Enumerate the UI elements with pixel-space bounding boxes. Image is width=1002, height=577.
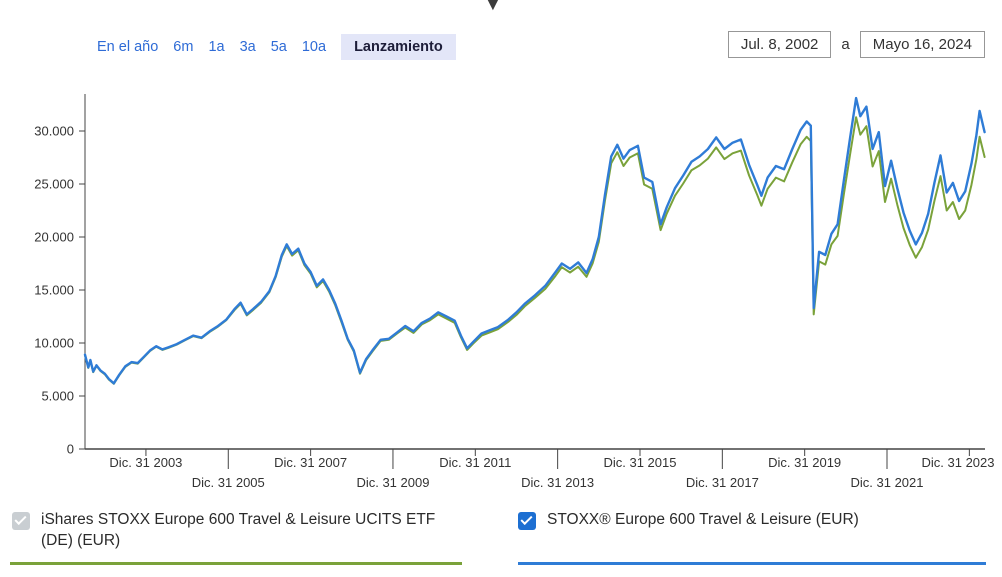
legend-checkbox-etf[interactable]	[12, 512, 30, 530]
tab-lanzamiento[interactable]: Lanzamiento	[341, 34, 456, 60]
y-tick-label: 5.000	[41, 389, 74, 404]
tab-10a[interactable]: 10a	[301, 39, 327, 55]
tab-1a[interactable]: 1a	[208, 39, 225, 55]
time-range-tabs: En el año 6m 1a 3a 5a 10a Lanzamiento	[97, 34, 456, 60]
collapse-panel-icon[interactable]: ▼	[483, 0, 503, 15]
y-tick-label: 25.000	[34, 177, 74, 192]
x-tick-label: Dic. 31 2007	[274, 455, 347, 470]
date-to-input[interactable]: Mayo 16, 2024	[859, 31, 985, 58]
y-tick-label: 15.000	[34, 283, 74, 298]
tab-3a[interactable]: 3a	[239, 39, 256, 55]
date-range-separator: a	[841, 36, 850, 53]
legend-item-etf: iShares STOXX Europe 600 Travel & Leisur…	[12, 510, 464, 552]
date-from-input[interactable]: Jul. 8, 2002	[727, 31, 832, 58]
series-underline-etf	[10, 562, 462, 565]
performance-chart[interactable]: 0 5.000 10.000 15.000 20.000 25.000 30.000 Dic.…	[0, 90, 1002, 500]
x-tick-label: Dic. 31 2023	[922, 455, 995, 470]
x-tick-label: Dic. 31 2021	[851, 475, 924, 490]
legend-label-etf: iShares STOXX Europe 600 Travel & Leisur…	[41, 511, 436, 549]
x-tick-label: Dic. 31 2013	[521, 475, 594, 490]
series-line-0	[84, 116, 986, 385]
x-tick-label: Dic. 31 2019	[768, 455, 841, 470]
x-tick-label: Dic. 31 2009	[356, 475, 429, 490]
y-tick-label: 0	[67, 442, 74, 457]
series-underline-index	[518, 562, 986, 565]
series-line-1	[83, 96, 986, 385]
tab-6m[interactable]: 6m	[173, 39, 194, 55]
x-tick-label: Dic. 31 2011	[439, 455, 511, 470]
tab-5a[interactable]: 5a	[270, 39, 287, 55]
y-tick-label: 20.000	[34, 230, 74, 245]
x-tick-label: Dic. 31 2015	[603, 455, 676, 470]
y-tick-label: 30.000	[34, 124, 74, 139]
x-tick-label: Dic. 31 2017	[686, 475, 759, 490]
legend-label-index: STOXX® Europe 600 Travel & Leisure (EUR)	[547, 511, 859, 528]
tab-en-el-ano[interactable]: En el año	[97, 39, 159, 55]
legend-item-index: STOXX® Europe 600 Travel & Leisure (EUR)	[518, 510, 988, 531]
date-range: Jul. 8, 2002 a Mayo 16, 2024	[727, 31, 985, 58]
x-tick-label: Dic. 31 2005	[192, 475, 265, 490]
y-tick-label: 10.000	[34, 336, 74, 351]
x-tick-label: Dic. 31 2003	[109, 455, 182, 470]
legend-checkbox-index[interactable]	[518, 512, 536, 530]
